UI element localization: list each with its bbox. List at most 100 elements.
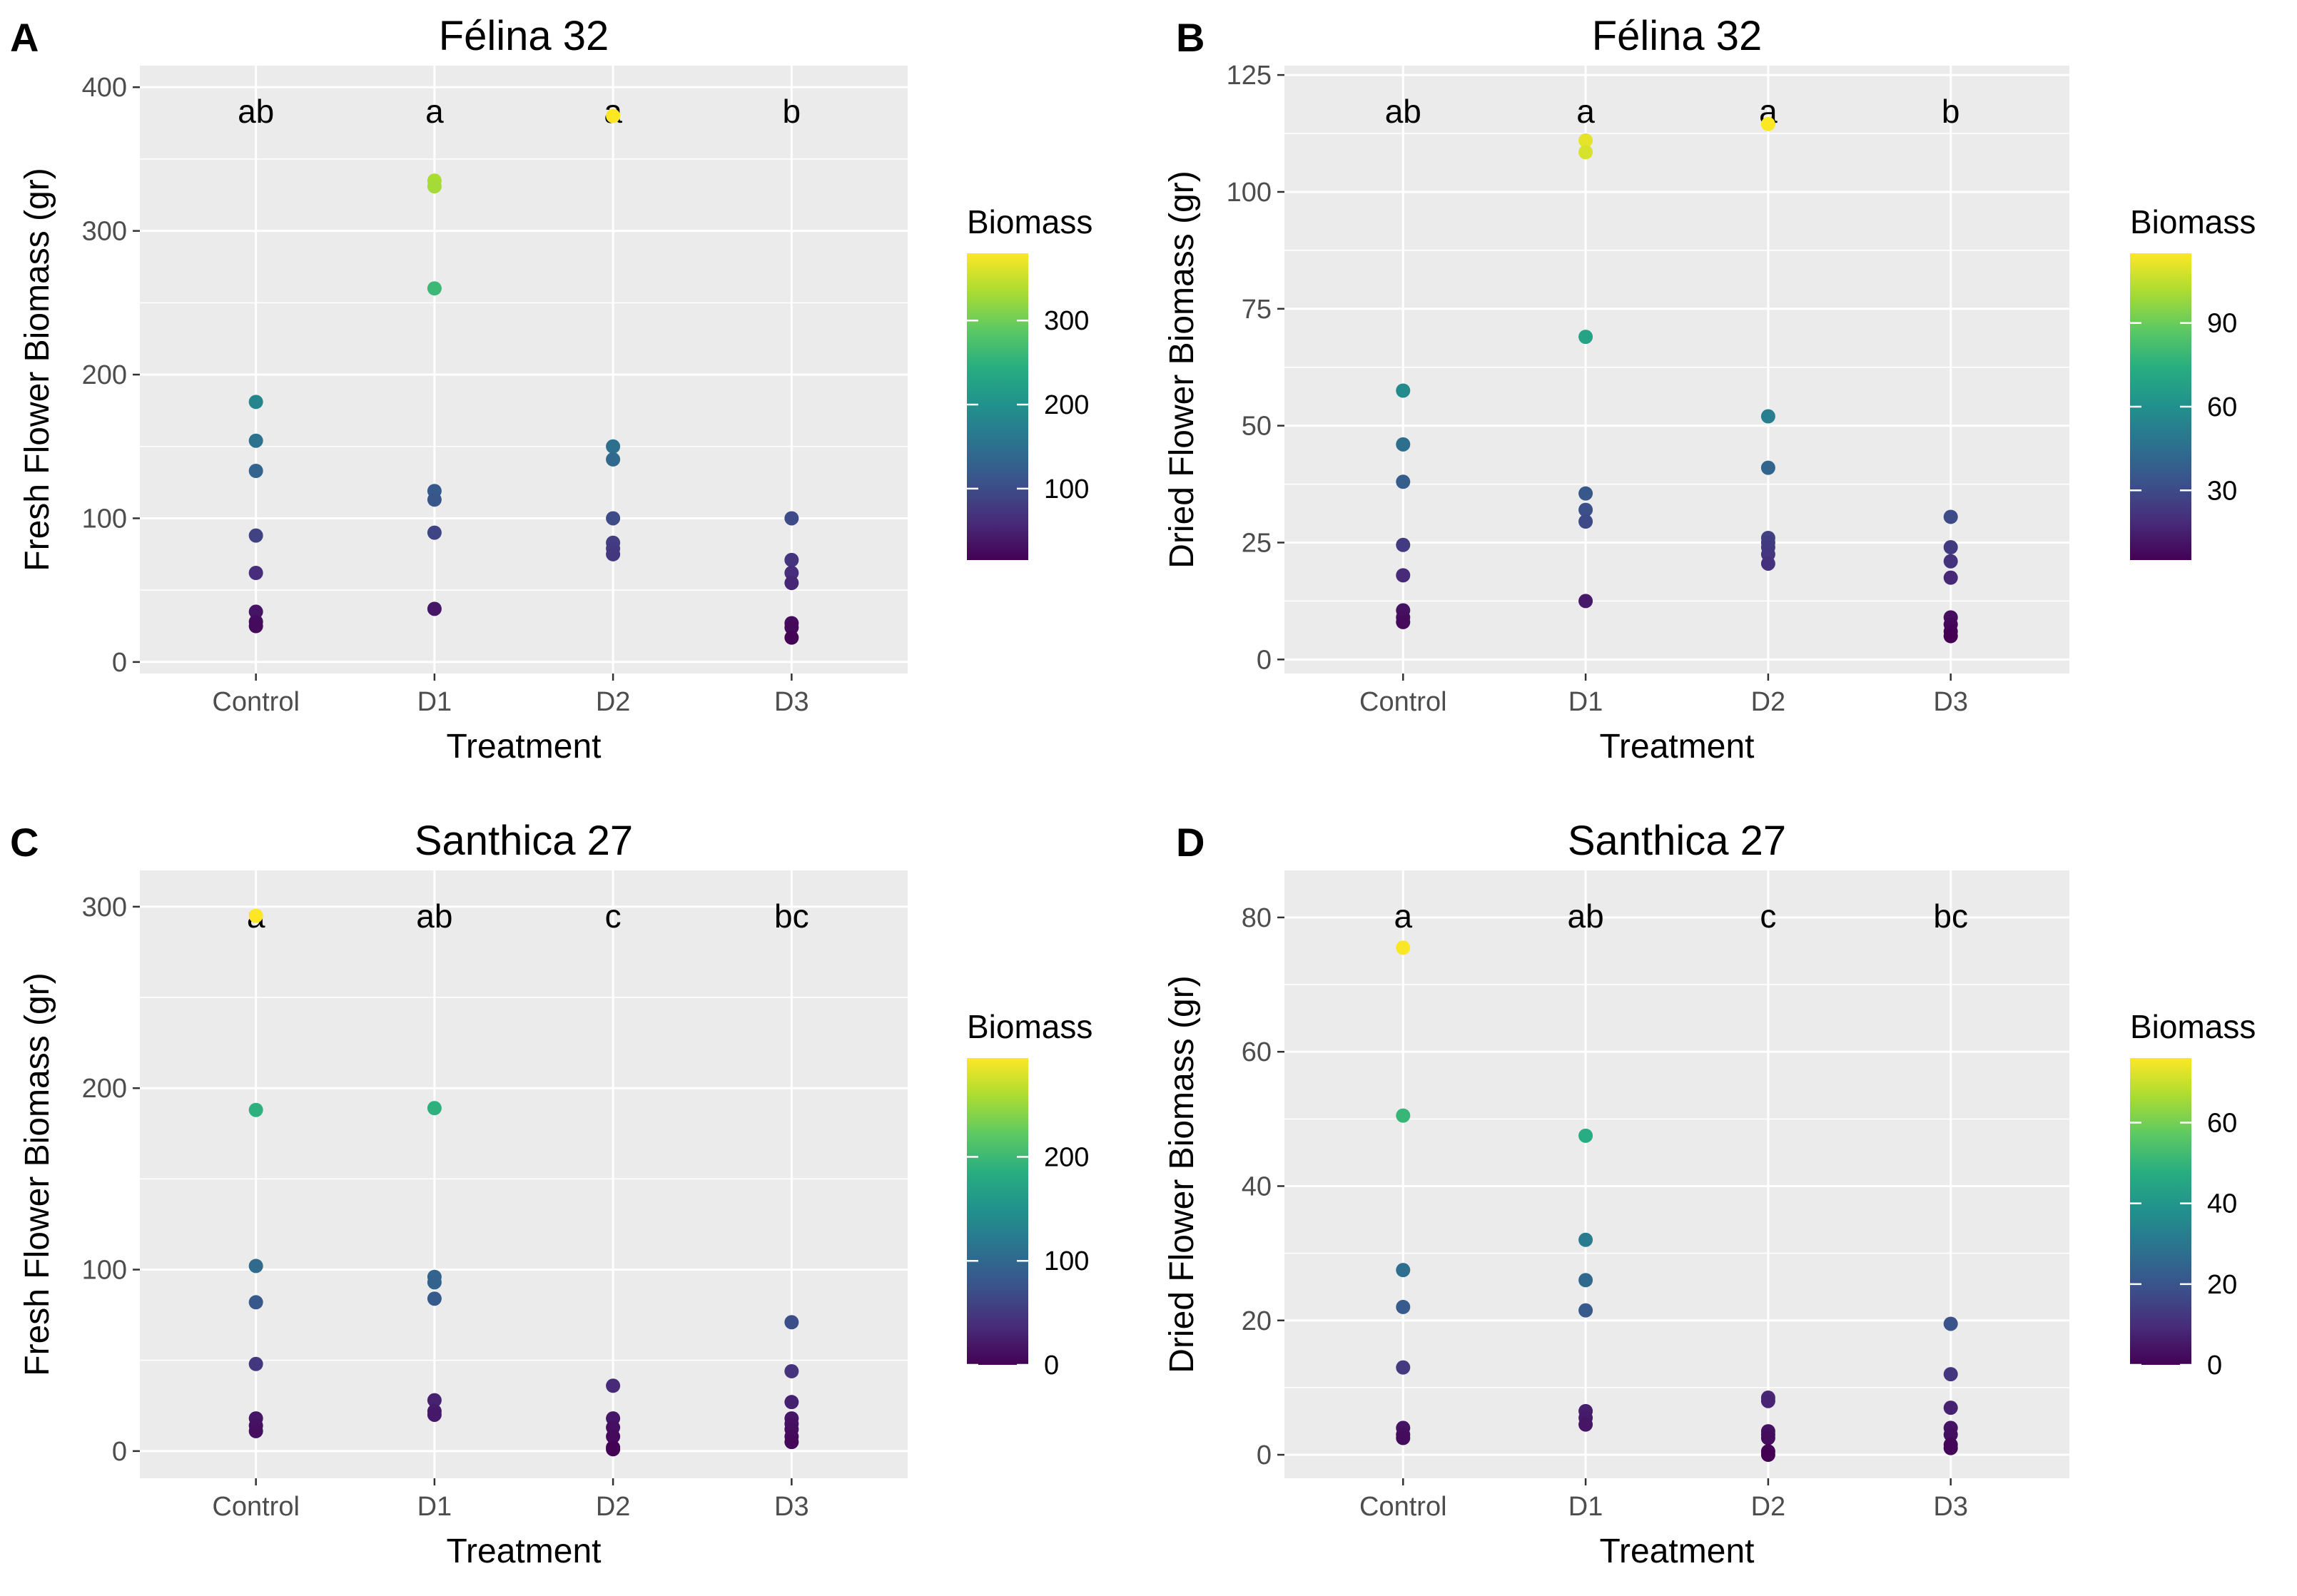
data-point bbox=[606, 1378, 621, 1393]
plot-background bbox=[1284, 870, 2069, 1478]
colorbar-tick-label: 0 bbox=[2207, 1351, 2222, 1381]
data-point bbox=[427, 1291, 442, 1306]
data-point bbox=[1396, 474, 1411, 489]
colorbar-tick-label: 100 bbox=[1044, 474, 1089, 504]
chart-title: Félina 32 bbox=[1592, 13, 1763, 59]
data-point bbox=[784, 552, 799, 567]
x-tick-label: Control bbox=[212, 1492, 300, 1522]
data-point bbox=[1578, 133, 1593, 148]
data-point bbox=[606, 452, 621, 467]
data-point bbox=[1943, 629, 1958, 644]
colorbar bbox=[967, 1058, 1028, 1365]
data-point bbox=[248, 395, 263, 410]
plot-background bbox=[140, 870, 908, 1478]
data-point bbox=[427, 1275, 442, 1290]
data-point bbox=[427, 179, 442, 194]
data-point bbox=[1396, 537, 1411, 552]
colorbar bbox=[2130, 1058, 2191, 1365]
data-point bbox=[1578, 502, 1593, 517]
data-point bbox=[1578, 330, 1593, 345]
data-point bbox=[1578, 486, 1593, 501]
data-point bbox=[606, 1429, 621, 1444]
data-point bbox=[248, 528, 263, 543]
data-point bbox=[427, 492, 442, 507]
data-point bbox=[784, 1435, 799, 1450]
data-point bbox=[1760, 556, 1775, 571]
data-point bbox=[248, 604, 263, 619]
significance-letter: a bbox=[1576, 93, 1595, 130]
data-point bbox=[784, 630, 799, 645]
x-tick-label: D2 bbox=[1751, 687, 1786, 717]
data-point bbox=[1760, 409, 1775, 424]
y-tick-label: 25 bbox=[1242, 528, 1272, 558]
data-point bbox=[1760, 460, 1775, 475]
y-axis-title: Fresh Flower Biomass (gr) bbox=[19, 972, 56, 1376]
data-point bbox=[248, 1102, 263, 1117]
y-tick-label: 300 bbox=[82, 893, 127, 922]
data-point bbox=[1943, 554, 1958, 569]
panel-letter: A bbox=[10, 15, 39, 60]
y-tick-label: 75 bbox=[1242, 295, 1272, 325]
legend-title: Biomass bbox=[2130, 1008, 2256, 1045]
data-point bbox=[427, 601, 442, 616]
x-tick-label: D2 bbox=[596, 1492, 631, 1522]
significance-letter: ab bbox=[238, 93, 274, 130]
y-tick-label: 80 bbox=[1242, 903, 1272, 933]
data-point bbox=[248, 908, 263, 923]
x-axis-title: Treatment bbox=[1600, 1533, 1755, 1570]
data-point bbox=[248, 566, 263, 581]
data-point bbox=[784, 566, 799, 581]
data-point bbox=[606, 547, 621, 561]
data-point bbox=[1578, 145, 1593, 160]
x-tick-label: D2 bbox=[1751, 1492, 1786, 1522]
x-tick-label: D3 bbox=[774, 1492, 809, 1522]
panel-letter: C bbox=[10, 820, 39, 865]
x-tick-label: D2 bbox=[596, 687, 631, 717]
x-axis-title: Treatment bbox=[447, 728, 602, 766]
y-tick-label: 100 bbox=[82, 1256, 127, 1286]
colorbar-tick-label: 20 bbox=[2207, 1270, 2237, 1300]
data-point bbox=[1578, 594, 1593, 609]
y-axis-title: Fresh Flower Biomass (gr) bbox=[19, 168, 56, 571]
colorbar bbox=[967, 253, 1028, 560]
data-point bbox=[1396, 1430, 1411, 1445]
colorbar-tick-label: 200 bbox=[1044, 390, 1089, 420]
colorbar-tick-label: 30 bbox=[2207, 476, 2237, 506]
data-point bbox=[606, 108, 621, 123]
colorbar-tick-label: 60 bbox=[2207, 392, 2237, 422]
data-point bbox=[248, 619, 263, 634]
data-point bbox=[1943, 1316, 1958, 1331]
legend-title: Biomass bbox=[967, 1008, 1092, 1045]
x-tick-label: D1 bbox=[417, 1492, 452, 1522]
y-tick-label: 200 bbox=[82, 1074, 127, 1104]
significance-letter: bc bbox=[1933, 898, 1968, 935]
y-tick-label: 400 bbox=[82, 73, 127, 103]
legend-title: Biomass bbox=[2130, 203, 2256, 240]
colorbar-tick-label: 100 bbox=[1044, 1246, 1089, 1276]
y-tick-label: 40 bbox=[1242, 1171, 1272, 1201]
x-tick-label: Control bbox=[1359, 687, 1447, 717]
y-tick-label: 200 bbox=[82, 360, 127, 390]
y-tick-label: 100 bbox=[82, 504, 127, 534]
data-point bbox=[248, 464, 263, 478]
y-tick-label: 0 bbox=[1257, 1440, 1272, 1470]
colorbar-tick-label: 60 bbox=[2207, 1109, 2237, 1139]
x-axis-title: Treatment bbox=[1600, 728, 1755, 766]
data-point bbox=[1943, 509, 1958, 524]
significance-letter: ab bbox=[1568, 898, 1604, 935]
x-tick-label: D3 bbox=[1933, 1492, 1968, 1522]
chart-title: Santhica 27 bbox=[1568, 818, 1786, 864]
data-point bbox=[784, 1315, 799, 1330]
data-point bbox=[427, 1407, 442, 1422]
y-tick-label: 0 bbox=[1257, 645, 1272, 675]
data-point bbox=[1943, 1440, 1958, 1455]
chart-title: Félina 32 bbox=[439, 13, 609, 59]
data-point bbox=[1578, 1128, 1593, 1143]
x-axis-title: Treatment bbox=[447, 1533, 602, 1570]
data-point bbox=[1943, 1427, 1958, 1442]
data-point bbox=[1578, 1273, 1593, 1288]
data-point bbox=[248, 1259, 263, 1274]
significance-letter: ab bbox=[416, 898, 452, 935]
